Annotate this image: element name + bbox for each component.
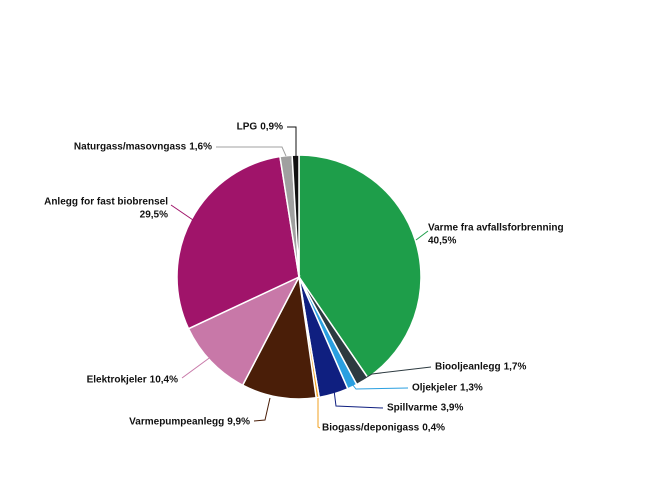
pie-slice [241,274,318,400]
data-label-value: 3,9% [441,403,464,414]
data-label-name: Naturgass/masovngass [74,142,187,153]
data-label-name: Spillvarme [387,403,438,414]
data-label-name: Elektrokjeler [87,375,147,386]
leader-line [216,146,287,157]
data-label-name: Anlegg for fast biobrensel [44,197,168,208]
data-label-value: 10,4% [150,375,178,386]
data-label-name: Varmepumpeanlegg [129,417,224,428]
leader-line [361,366,432,381]
data-label-value: 1,7% [504,362,527,373]
data-label-name: Varme fra avfallsforbrenning [428,223,564,234]
data-label-value: 0,4% [422,423,445,434]
leader-line [415,230,429,241]
leader-line [287,126,297,156]
data-label-value: 1,6% [189,142,212,153]
data-label-name: Oljekjeler [412,383,457,394]
leader-line [181,355,213,379]
leader-line [253,397,271,422]
data-label-value: 29,5% [140,210,168,221]
data-label-name: Biooljeanlegg [435,362,501,373]
data-label-value: 0,9% [260,122,283,133]
leader-line [317,398,321,429]
leader-line [333,389,384,409]
data-label-name: LPG [237,122,258,133]
leader-line [351,383,409,390]
pie-slice [187,275,301,387]
leader-line [170,204,194,221]
data-label-value: 1,3% [460,383,483,394]
data-label-name: Biogass/deponigass [322,423,420,434]
pie-slice [298,154,422,379]
pie-slice [176,155,300,330]
data-label-value: 40,5% [428,236,456,247]
data-label-value: 9,9% [227,417,250,428]
